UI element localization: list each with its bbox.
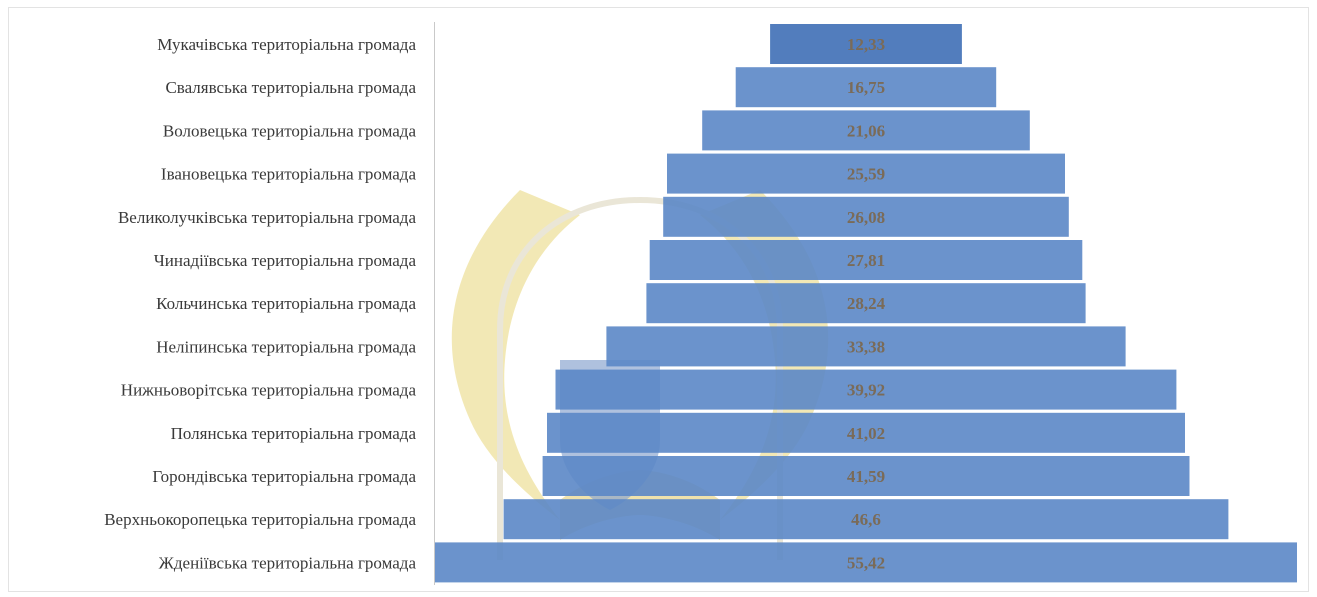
category-label: Жденіївська територіальна громада [159, 553, 417, 572]
bar [735, 67, 997, 108]
value-label: 28,24 [847, 294, 886, 313]
category-label: Кольчинська територіальна громада [156, 294, 416, 313]
category-label: Воловецька територіальна громада [163, 121, 417, 140]
value-label: 33,38 [847, 337, 885, 356]
value-label: 16,75 [847, 78, 885, 97]
chart-border [8, 7, 1309, 592]
category-label: Верхньокоропецька територіальна громада [104, 510, 416, 529]
value-label: 46,6 [851, 510, 881, 529]
bar [503, 499, 1229, 540]
value-label: 41,02 [847, 424, 885, 443]
bar [606, 326, 1126, 367]
value-label: 55,42 [847, 553, 885, 572]
laurel-left-icon [451, 190, 580, 520]
value-labels-group: 12,33 16,75 21,06 25,59 26,08 27,81 28,24 33,38… [847, 35, 886, 572]
bars-group [435, 24, 1297, 583]
bar [702, 110, 1030, 151]
category-label: Івановецька територіальна громада [161, 165, 417, 184]
category-label: Чинадіївська територіальна громада [154, 251, 417, 270]
value-label: 41,59 [847, 467, 885, 486]
category-label: Неліпинська територіальна громада [156, 337, 416, 356]
bar [770, 24, 962, 64]
bar [435, 542, 1297, 583]
category-label: Мукачівська територіальна громада [157, 35, 416, 54]
bar [646, 283, 1086, 324]
value-label: 39,92 [847, 381, 885, 400]
value-label: 21,06 [847, 121, 885, 140]
category-labels-group: Мукачівська територіальна громада Свалявс… [104, 35, 416, 572]
value-label: 25,59 [847, 165, 885, 184]
category-label: Свалявська територіальна громада [165, 78, 416, 97]
category-label: Нижньоворітська територіальна громада [121, 381, 417, 400]
value-label: 26,08 [847, 208, 885, 227]
bar [667, 153, 1065, 194]
value-label: 12,33 [847, 35, 885, 54]
category-label: Горондівська територіальна громада [152, 467, 416, 486]
category-label: Полянська територіальна громада [171, 424, 417, 443]
bar [663, 196, 1069, 237]
value-label: 27,81 [847, 251, 885, 270]
bar [555, 369, 1177, 410]
bar [547, 412, 1185, 453]
category-label: Великолучківська територіальна громада [118, 208, 416, 227]
bar [542, 456, 1190, 496]
bar [649, 240, 1083, 280]
